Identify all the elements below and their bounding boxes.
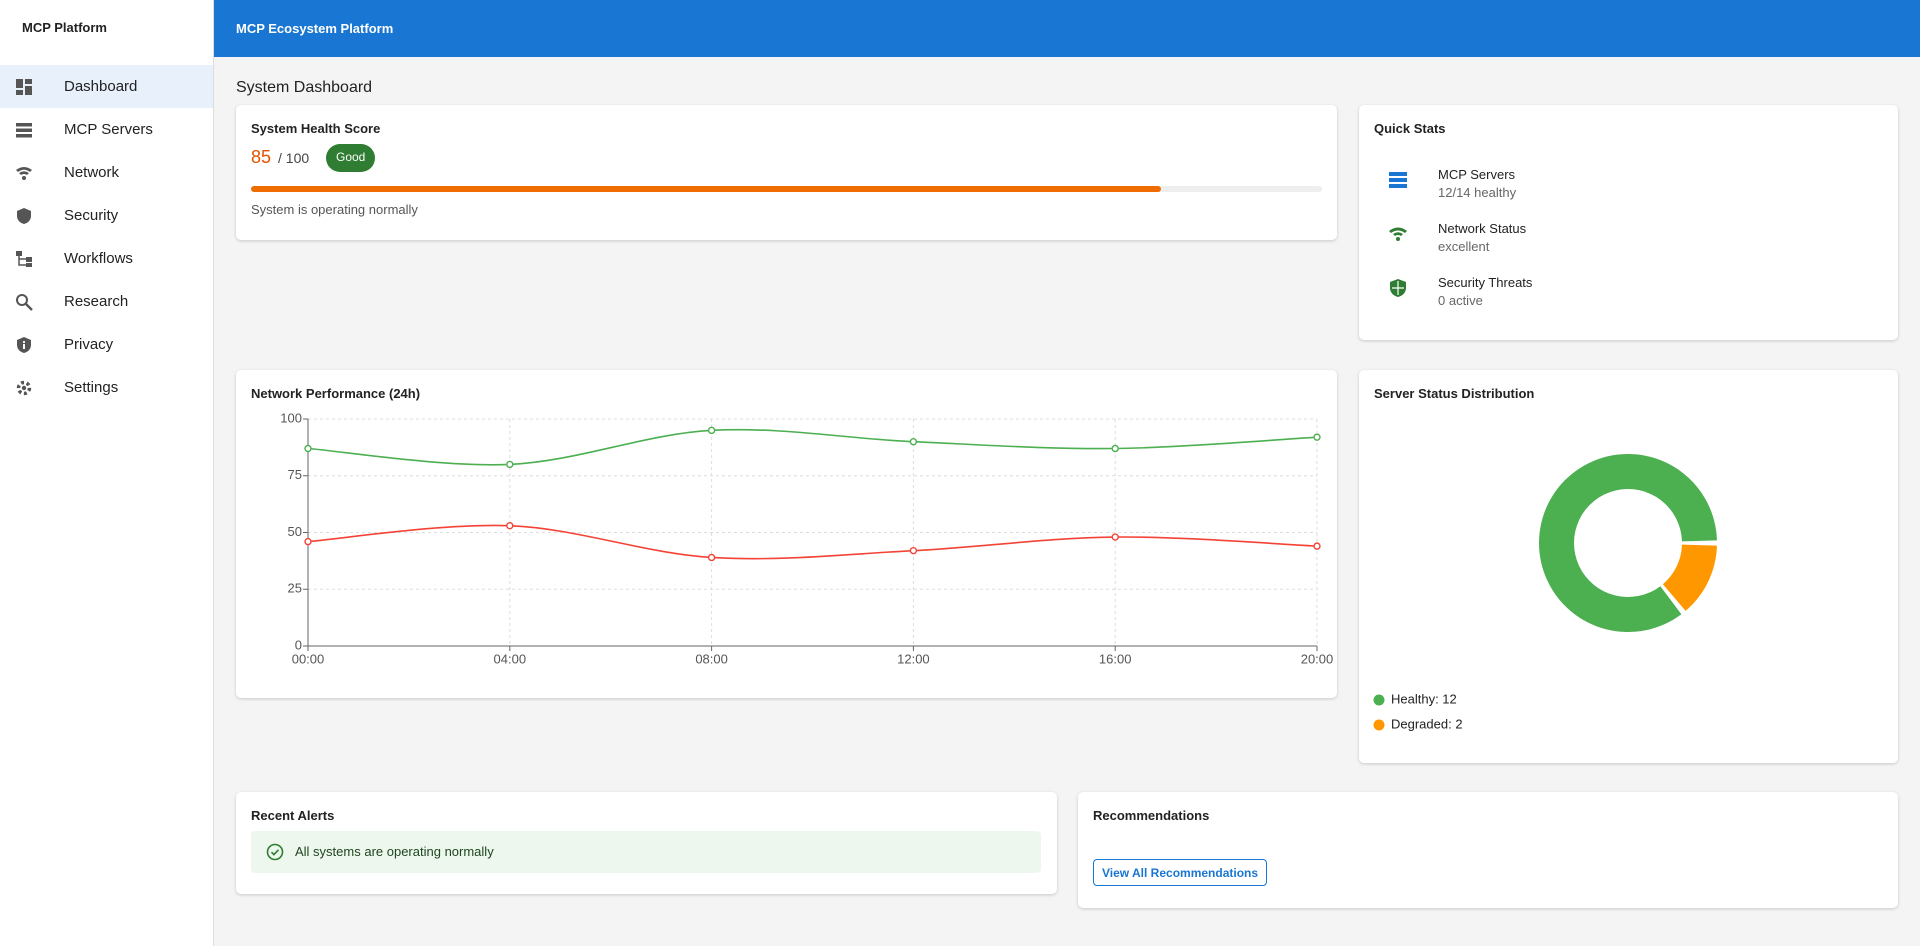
nav-label: Research <box>64 293 129 310</box>
y-tick-label: 50 <box>288 524 302 539</box>
chart-card: Network Performance (24h) 0 25 50 75 100 00:0… <box>236 370 1337 698</box>
nav-icon <box>16 78 32 95</box>
point <box>707 553 716 562</box>
nav-item[interactable]: MCP Servers <box>0 108 213 151</box>
nav-item[interactable]: Dashboard <box>0 65 213 108</box>
health-card: System Health Score 85 / 100 Good System… <box>236 105 1337 240</box>
point <box>1313 542 1321 550</box>
point <box>707 426 716 435</box>
donut-chart: Healthy: 12 Degraded: 2 <box>1373 454 1717 731</box>
card-title: Recent Alerts <box>251 808 335 823</box>
point <box>909 437 918 446</box>
alert-message: All systems are operating normally <box>295 844 494 859</box>
nav-item[interactable]: Research <box>0 280 213 323</box>
nav-icon <box>16 122 32 137</box>
point <box>1111 444 1119 453</box>
progress-track <box>251 186 1322 192</box>
quick-stats-card: Quick Stats MCP Servers 12/14 healthy Netw… <box>1359 105 1898 340</box>
legend-label: Healthy: 12 <box>1391 691 1457 706</box>
point <box>506 521 514 530</box>
score-max: / 100 <box>278 150 310 166</box>
stat-icon <box>1387 169 1409 196</box>
point <box>1313 433 1321 441</box>
header: MCP Ecosystem Platform <box>214 0 1920 57</box>
slice <box>1662 544 1717 611</box>
nav-item[interactable]: Network <box>0 151 213 194</box>
card-title: Quick Stats <box>1374 121 1446 136</box>
sidebar: MCP Platform Dashboard MCP Servers Network… <box>0 0 214 946</box>
point <box>304 537 312 546</box>
stat-value: 12/14 healthy <box>1438 185 1517 200</box>
nav-icon <box>16 380 32 395</box>
nav-item[interactable]: Privacy <box>0 323 213 366</box>
page-title: System Dashboard <box>236 79 373 96</box>
x-tick-label: 16:00 <box>1099 651 1132 666</box>
nav-label: Workflows <box>64 250 133 267</box>
stat-icon-svg <box>1390 279 1406 297</box>
nav-item[interactable]: Settings <box>0 366 213 409</box>
nav-item[interactable]: Workflows <box>0 237 213 280</box>
nav-icon <box>16 250 32 267</box>
chart-title: Network Performance (24h) <box>251 386 421 401</box>
alert-box: All systems are operating normally <box>251 831 1041 873</box>
header-title: MCP Ecosystem Platform <box>236 21 394 36</box>
stat-label: Network Status <box>1438 221 1527 236</box>
line-series <box>307 524 1318 560</box>
legend-dot <box>1373 694 1385 706</box>
nav-icon <box>17 336 31 353</box>
point <box>1111 533 1119 541</box>
recommendations-button[interactable]: View All Recommendations <box>1093 859 1268 886</box>
progress-bar <box>251 186 1162 192</box>
x-tick-label: 12:00 <box>897 651 930 666</box>
x-tick-label: 00:00 <box>292 651 325 666</box>
nav-icon <box>16 293 33 311</box>
stat-value: 0 active <box>1438 293 1483 308</box>
point <box>304 444 312 453</box>
nav-label: Security <box>64 207 119 224</box>
point <box>506 460 514 469</box>
nav-item[interactable]: Security <box>0 194 213 237</box>
card-title: Recommendations <box>1093 808 1210 823</box>
y-tick-label: 75 <box>288 467 302 482</box>
point <box>909 546 918 555</box>
nav-label: Network <box>64 164 120 181</box>
x-tick-label: 08:00 <box>695 651 728 666</box>
chart-card: Server Status Distribution Healthy: 12 De… <box>1359 370 1898 763</box>
x-tick-label: 04:00 <box>494 651 527 666</box>
chart-title: Server Status Distribution <box>1374 386 1535 401</box>
line-series <box>307 428 1318 466</box>
stat-label: MCP Servers <box>1438 167 1516 182</box>
status: System is operating normally <box>251 202 418 217</box>
nav-label: MCP Servers <box>64 121 153 138</box>
nav-label: Privacy <box>64 336 114 353</box>
nav-label: Settings <box>64 379 119 396</box>
legend-label: Degraded: 2 <box>1391 716 1463 731</box>
stat-label: Security Threats <box>1438 275 1533 290</box>
badge: Good <box>326 144 376 172</box>
x-tick-label: 20:00 <box>1301 651 1334 666</box>
nav-icon <box>17 207 31 224</box>
alerts-card: Recent Alerts All systems are operating … <box>236 792 1057 894</box>
check-icon <box>266 843 284 861</box>
score: 85 <box>251 147 272 167</box>
stat-icon-svg <box>1389 227 1407 241</box>
sidebar-title: MCP Platform <box>22 20 107 35</box>
nav-label: Dashboard <box>64 78 138 95</box>
nav-icon <box>16 166 32 180</box>
y-tick-label: 0 <box>295 637 302 652</box>
y-tick-label: 100 <box>280 410 302 425</box>
card-title: System Health Score <box>251 121 381 136</box>
stat-icon <box>1387 277 1409 304</box>
recommendations-card: Recommendations View All Recommendations <box>1078 792 1898 908</box>
legend-dot <box>1373 719 1385 731</box>
stat-icon-svg <box>1389 172 1407 188</box>
line-chart: 0 25 50 75 100 00:00 04:00 08:00 12:00 16:00 20:00 <box>280 410 1334 666</box>
y-tick-label: 25 <box>288 581 302 596</box>
stat-icon <box>1387 223 1409 250</box>
stat-value: excellent <box>1438 239 1490 254</box>
slice <box>1539 454 1717 632</box>
